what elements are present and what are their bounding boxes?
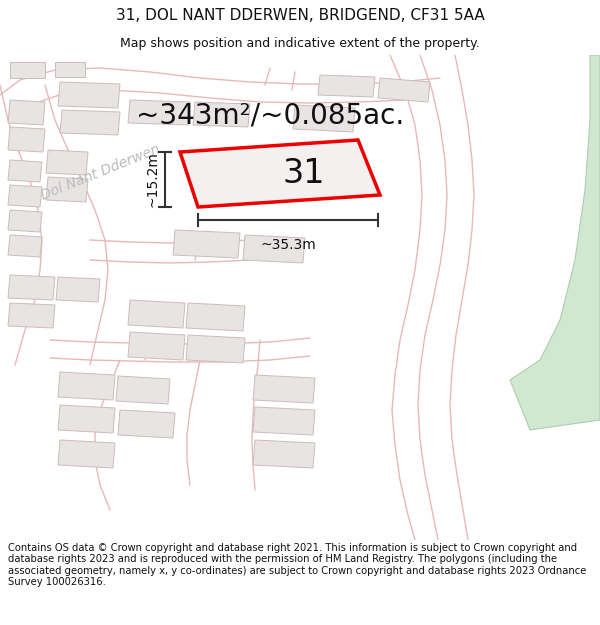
Text: ~35.3m: ~35.3m bbox=[260, 238, 316, 252]
Text: ~15.2m: ~15.2m bbox=[146, 151, 160, 208]
Polygon shape bbox=[378, 78, 430, 102]
Polygon shape bbox=[8, 160, 42, 182]
Polygon shape bbox=[253, 440, 315, 468]
Polygon shape bbox=[8, 185, 42, 207]
Polygon shape bbox=[10, 62, 45, 78]
Polygon shape bbox=[186, 303, 245, 331]
Polygon shape bbox=[58, 405, 115, 433]
Polygon shape bbox=[193, 102, 250, 127]
Polygon shape bbox=[253, 375, 315, 403]
Polygon shape bbox=[293, 105, 355, 132]
Polygon shape bbox=[8, 127, 45, 152]
Polygon shape bbox=[58, 372, 115, 400]
Polygon shape bbox=[243, 235, 305, 263]
Polygon shape bbox=[55, 62, 85, 77]
Polygon shape bbox=[8, 100, 45, 125]
Polygon shape bbox=[46, 150, 88, 175]
Polygon shape bbox=[128, 332, 185, 360]
Text: 31: 31 bbox=[283, 157, 325, 190]
Text: Map shows position and indicative extent of the property.: Map shows position and indicative extent… bbox=[120, 38, 480, 51]
Polygon shape bbox=[58, 82, 120, 108]
Text: Contains OS data © Crown copyright and database right 2021. This information is : Contains OS data © Crown copyright and d… bbox=[8, 542, 586, 588]
Polygon shape bbox=[60, 110, 120, 135]
Polygon shape bbox=[56, 277, 100, 302]
Polygon shape bbox=[8, 303, 55, 328]
Polygon shape bbox=[46, 177, 88, 202]
Text: Dol Nant Dderwen: Dol Nant Dderwen bbox=[38, 142, 161, 202]
Text: 31, DOL NANT DDERWEN, BRIDGEND, CF31 5AA: 31, DOL NANT DDERWEN, BRIDGEND, CF31 5AA bbox=[116, 8, 484, 23]
Polygon shape bbox=[180, 140, 380, 207]
Polygon shape bbox=[173, 230, 240, 258]
Polygon shape bbox=[186, 335, 245, 363]
Text: ~343m²/~0.085ac.: ~343m²/~0.085ac. bbox=[136, 102, 404, 130]
Polygon shape bbox=[116, 376, 170, 404]
Polygon shape bbox=[128, 300, 185, 328]
Polygon shape bbox=[118, 410, 175, 438]
Polygon shape bbox=[510, 55, 600, 430]
Polygon shape bbox=[8, 210, 42, 232]
Polygon shape bbox=[8, 275, 55, 300]
Polygon shape bbox=[318, 75, 375, 97]
Polygon shape bbox=[8, 235, 42, 257]
Polygon shape bbox=[128, 100, 190, 125]
Polygon shape bbox=[58, 440, 115, 468]
Polygon shape bbox=[253, 407, 315, 435]
